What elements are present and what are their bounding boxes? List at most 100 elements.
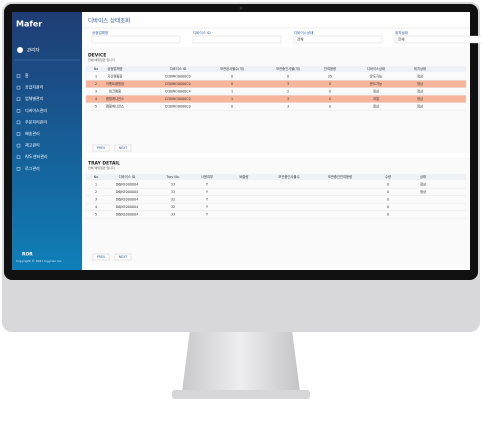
cell: D6JKE000004 bbox=[116, 198, 138, 202]
section-subtitle: 전체 배위일만 입니다 bbox=[88, 165, 115, 170]
filter-input bbox=[394, 35, 482, 44]
menu-item[interactable]: 배송관리 bbox=[25, 130, 40, 136]
cell: 1 bbox=[231, 97, 233, 101]
button[interactable] bbox=[92, 253, 110, 261]
menu-item[interactable]: 주문처리관리 bbox=[25, 118, 47, 124]
button-label[interactable]: NEXT bbox=[119, 255, 128, 259]
cell: 5 bbox=[95, 105, 97, 109]
cell: 2 bbox=[287, 90, 289, 94]
menu-item[interactable]: 재고관리 bbox=[25, 142, 40, 148]
cell: 3 bbox=[287, 97, 289, 101]
filter-label: 상점업체명 bbox=[92, 30, 108, 35]
button[interactable] bbox=[114, 253, 132, 261]
cell: 32 bbox=[171, 198, 175, 202]
button[interactable] bbox=[114, 144, 132, 152]
cell: D6JKE000004 bbox=[116, 213, 138, 217]
button-label[interactable]: PREV bbox=[97, 255, 106, 259]
column-header: 잔여용량 bbox=[324, 66, 336, 71]
cell: 4 bbox=[95, 205, 97, 209]
row-alert bbox=[86, 80, 466, 88]
menu-item[interactable]: 공급처관리 bbox=[25, 84, 44, 90]
cell: 5 bbox=[95, 213, 97, 217]
menu-item[interactable]: 업체별관리 bbox=[25, 95, 44, 101]
cell: 4 bbox=[95, 97, 97, 101]
column-header: Tray No. bbox=[165, 175, 179, 179]
stand bbox=[182, 330, 300, 392]
column-header: 디바이스 ID bbox=[119, 174, 136, 179]
cell: 정상 bbox=[417, 89, 423, 94]
cell: D30WO0000C0 bbox=[165, 97, 190, 101]
menu-item[interactable]: 디바이스관리 bbox=[25, 107, 47, 113]
column-header: 사용여부 bbox=[201, 174, 213, 179]
menu-icon bbox=[16, 97, 21, 101]
column-header: No bbox=[94, 175, 98, 179]
cell: 1 bbox=[231, 90, 233, 94]
filter-input bbox=[192, 35, 282, 44]
column-header: 보관중인잔여용량 bbox=[328, 174, 352, 179]
section-title: DEVICE bbox=[88, 53, 106, 59]
cell: 0 bbox=[387, 205, 389, 209]
user-name: 관리자 bbox=[27, 47, 40, 54]
camera bbox=[239, 6, 243, 10]
cell: 3 bbox=[95, 198, 97, 202]
column-header: 위치상태 bbox=[414, 66, 426, 71]
column-header: 상태 bbox=[420, 174, 426, 179]
sidebar bbox=[12, 12, 82, 270]
menu-icon bbox=[16, 109, 21, 113]
cell: 0 bbox=[231, 82, 233, 86]
table-header bbox=[86, 66, 466, 72]
menu-item[interactable]: 로그관리 bbox=[25, 165, 40, 171]
table-header bbox=[86, 174, 466, 180]
cell: 1 bbox=[95, 75, 97, 79]
button-label[interactable]: PREV bbox=[97, 146, 106, 150]
column-header: 배출량 bbox=[239, 174, 248, 179]
column-header: 디바이스 ID bbox=[170, 66, 187, 71]
cell: 0 bbox=[387, 190, 389, 194]
cell: 과열 bbox=[373, 96, 379, 101]
cell: 32 bbox=[171, 205, 175, 209]
menu-item[interactable]: 홈 bbox=[25, 72, 29, 78]
cell: D30WO0000C0 bbox=[165, 82, 190, 86]
cell: D30WO0000C0 bbox=[165, 105, 190, 109]
avatar bbox=[17, 47, 23, 53]
filter-input bbox=[293, 35, 383, 44]
menu-icon bbox=[16, 167, 21, 171]
cell: 0 bbox=[231, 75, 233, 79]
section-subtitle: 전체 배위일만 입니다 bbox=[88, 57, 115, 62]
menu-item[interactable]: A/S 센터관리 bbox=[25, 153, 48, 159]
cell: 정상 bbox=[417, 104, 423, 109]
cell: 2 bbox=[95, 190, 97, 194]
cell: 가산캠핑장 bbox=[107, 74, 122, 79]
cell: D6JKE000004 bbox=[116, 190, 138, 194]
row-alert bbox=[86, 95, 466, 103]
section-title: TRAY DETAIL bbox=[88, 161, 120, 167]
cell: 이벤트캠핑장 bbox=[106, 81, 124, 86]
column-header: 보관중인사물수 bbox=[278, 174, 299, 179]
cell: D6JKE000004 bbox=[116, 205, 138, 209]
filter-label: 위치상태 bbox=[395, 30, 408, 35]
button-label[interactable]: NEXT bbox=[119, 146, 128, 150]
cell: 운도가능 bbox=[370, 74, 382, 79]
filter-label: 디바이스상태 bbox=[294, 30, 313, 35]
cell: Y bbox=[206, 213, 209, 217]
cell: 캠핑캐니언스 bbox=[106, 96, 124, 101]
cell: 33 bbox=[171, 183, 175, 187]
filter-value: 전체 bbox=[297, 37, 303, 42]
cell: 정상 bbox=[420, 182, 426, 187]
button[interactable] bbox=[92, 144, 110, 152]
column-header: 보관된사물수(개) bbox=[220, 66, 244, 71]
cell: 0 bbox=[329, 97, 331, 101]
cell: 정상 bbox=[373, 89, 379, 94]
cell: 정상 bbox=[420, 189, 426, 194]
cell: 캠핑캐니언스 bbox=[106, 104, 124, 109]
cell: 33 bbox=[171, 190, 175, 194]
cell: Y bbox=[206, 205, 209, 209]
cell: Y bbox=[206, 183, 209, 187]
cell: 3 bbox=[95, 90, 97, 94]
tray-panel bbox=[82, 157, 470, 265]
cell: 정상 bbox=[417, 81, 423, 86]
logo: Mafer bbox=[16, 20, 42, 29]
cell: 0 bbox=[329, 82, 331, 86]
menu-icon bbox=[16, 143, 21, 148]
